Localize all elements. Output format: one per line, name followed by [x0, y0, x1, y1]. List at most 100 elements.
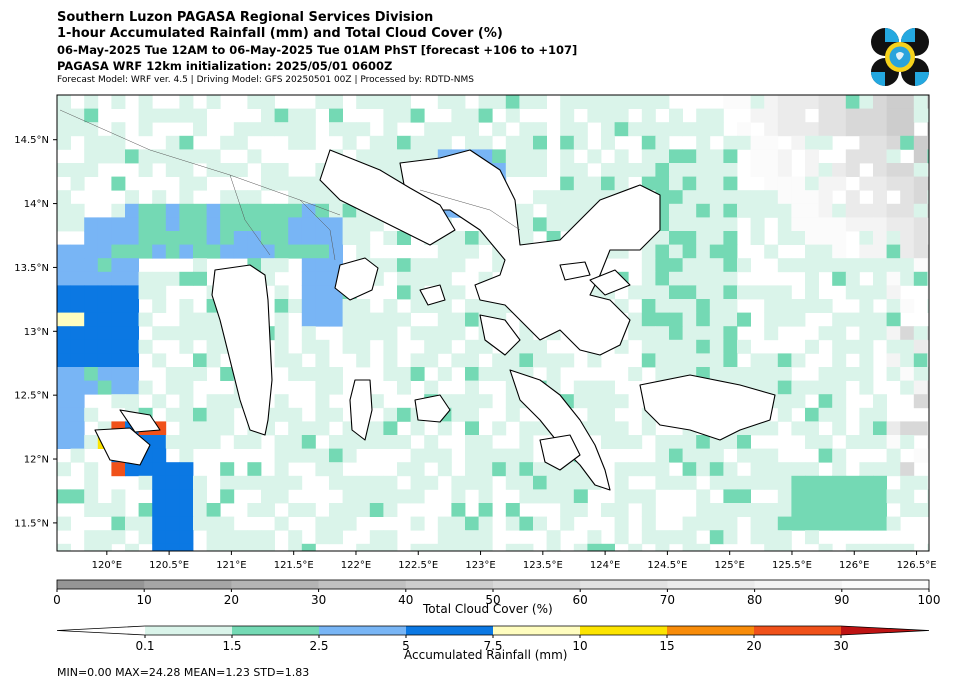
grid-cell: [614, 176, 629, 191]
grid-cell: [669, 475, 683, 490]
grid-cell: [682, 122, 697, 137]
grid-cell: [315, 258, 330, 273]
grid-cell: [247, 122, 262, 137]
grid-cell: [737, 285, 751, 300]
grid-cell: [206, 95, 221, 109]
grid-cell: [329, 516, 343, 531]
grid-cell: [342, 122, 357, 137]
grid-cell: [84, 475, 99, 490]
grid-cell: [125, 380, 139, 395]
grid-cell: [383, 353, 398, 368]
grid-cell: [397, 258, 411, 273]
grid-cell: [233, 435, 248, 449]
grid-cell: [791, 217, 806, 232]
grid-cell: [750, 353, 765, 368]
grid-cell: [478, 489, 493, 504]
grid-cell: [165, 516, 180, 531]
grid-cell: [397, 435, 411, 449]
grid-cell: [247, 95, 262, 109]
grid-cell: [410, 421, 425, 436]
grid-cell: [342, 326, 357, 341]
grid-cell: [669, 108, 683, 123]
grid-cell: [397, 271, 411, 286]
grid-cell: [805, 516, 819, 531]
grid-cell: [301, 271, 316, 286]
grid-cell: [791, 421, 806, 436]
grid-cell: [288, 421, 303, 436]
cloud-colorbar-segment: [754, 580, 843, 589]
grid-cell: [641, 299, 656, 313]
grid-cell: [669, 122, 683, 137]
lon-tick-label: 124°E: [590, 560, 620, 571]
grid-cell: [437, 530, 452, 545]
grid-cell: [220, 462, 235, 477]
lon-tick-label: 125°E: [714, 560, 744, 571]
grid-cell: [274, 231, 289, 245]
grid-cell: [641, 339, 656, 354]
coastlines: [59, 109, 776, 491]
grid-cell: [397, 108, 411, 123]
grid-cell: [383, 299, 398, 313]
grid-cell: [913, 190, 928, 205]
grid-cell: [437, 244, 452, 259]
grid-cell: [859, 285, 874, 300]
grid-cell: [805, 380, 819, 395]
grid-cell: [165, 435, 180, 449]
grid-cell: [369, 530, 384, 545]
grid-cell: [220, 135, 235, 150]
grid-cell: [873, 190, 887, 205]
grid-cell: [261, 530, 275, 545]
grid-cell: [111, 176, 126, 191]
grid-cell: [478, 394, 493, 409]
grid-cell: [342, 299, 357, 313]
grid-cell: [900, 489, 915, 504]
grid-cell: [805, 339, 819, 354]
grid-cell: [301, 190, 316, 205]
grid-cell: [97, 135, 112, 150]
grid-cell: [437, 516, 452, 531]
lon-tick-label: 126.5°E: [897, 560, 937, 571]
grid-cell: [193, 353, 207, 368]
grid-cell: [165, 149, 180, 164]
grid-cell: [329, 312, 343, 327]
grid-cell: [111, 326, 126, 341]
grid-cell: [138, 462, 153, 477]
grid-cell: [383, 231, 398, 245]
grid-cell: [261, 108, 275, 123]
grid-cell: [750, 203, 765, 218]
grid-cell: [764, 326, 779, 341]
grid-cell: [70, 339, 85, 354]
grid-cell: [886, 163, 901, 177]
grid-cell: [465, 394, 479, 409]
grid-cell: [723, 489, 738, 504]
grid-cell: [261, 217, 275, 232]
grid-cell: [383, 95, 398, 109]
grid-cell: [886, 95, 901, 109]
grid-cell: [84, 271, 99, 286]
grid-cell: [859, 475, 874, 490]
grid-cell: [709, 163, 724, 177]
grid-cell: [138, 516, 153, 531]
grid-cell: [111, 312, 126, 327]
grid-cell: [206, 503, 221, 517]
grid-cell: [764, 543, 779, 551]
grid-cell: [478, 475, 493, 490]
grid-cell: [560, 108, 575, 123]
grid-cell: [261, 503, 275, 517]
grid-cell: [383, 312, 398, 327]
grid-cell: [750, 530, 765, 545]
grid-cell: [927, 149, 929, 164]
grid-cell: [84, 503, 99, 517]
grid-cell: [111, 530, 126, 545]
grid-cell: [750, 108, 765, 123]
cloud-colorbar-segment: [144, 580, 232, 589]
grid-cell: [111, 244, 126, 259]
grid-cell: [125, 312, 139, 327]
grid-cell: [709, 353, 724, 368]
grid-cell: [220, 489, 235, 504]
grid-cell: [723, 135, 738, 150]
grid-cell: [247, 190, 262, 205]
grid-cell: [329, 503, 343, 517]
grid-cell: [206, 339, 221, 354]
grid-cell: [478, 435, 493, 449]
